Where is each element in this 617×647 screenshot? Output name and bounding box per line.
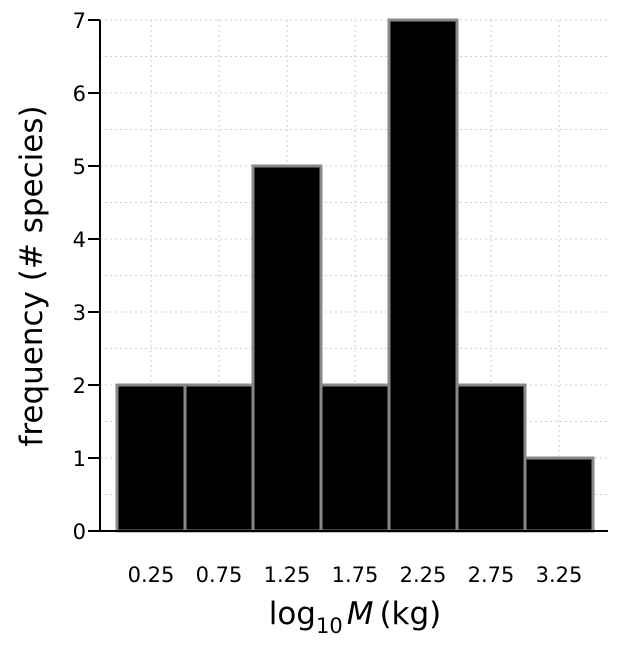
bar-0.25 [115,383,187,533]
x-tick-label: 2.75 [468,563,515,587]
x-tick-label: 2.25 [400,563,447,587]
y-tick-label: 5 [73,155,86,179]
y-tick-label: 3 [73,301,86,325]
y-tick-label: 7 [73,9,86,33]
bar-2.75 [455,383,527,533]
bar-1.25 [251,164,323,533]
y-tick-label: 2 [73,374,86,398]
y-tick-label: 1 [73,447,86,471]
x-axis-label-variable: M [347,596,374,632]
axes [88,19,608,532]
y-tick-label: 4 [73,228,86,252]
x-axis-label-unit: (kg) [379,596,441,632]
bar-2.25 [387,18,459,533]
x-tick-label: 1.25 [264,563,311,587]
bar-1.75 [319,383,391,533]
x-tick-label: 0.75 [196,563,243,587]
y-axis-label: frequency (# species) [14,105,50,446]
x-tick-label: 3.25 [536,563,583,587]
y-tick-label: 6 [73,82,86,106]
y-tick-label: 0 [73,520,86,544]
x-tick-label: 0.25 [128,563,175,587]
x-axis-label: log10 M (kg) [269,596,442,638]
x-axis-label-log: log [269,596,316,632]
x-tick-labels: 0.25 0.75 1.25 1.75 2.25 2.75 3.25 [128,563,583,587]
x-tick-label: 1.75 [332,563,379,587]
bar-3.25 [523,456,595,533]
y-tick-labels: 0 1 2 3 4 5 6 7 [73,9,86,544]
bar-0.75 [183,383,255,533]
bars [115,18,595,533]
x-axis-label-subscript: 10 [316,614,343,638]
